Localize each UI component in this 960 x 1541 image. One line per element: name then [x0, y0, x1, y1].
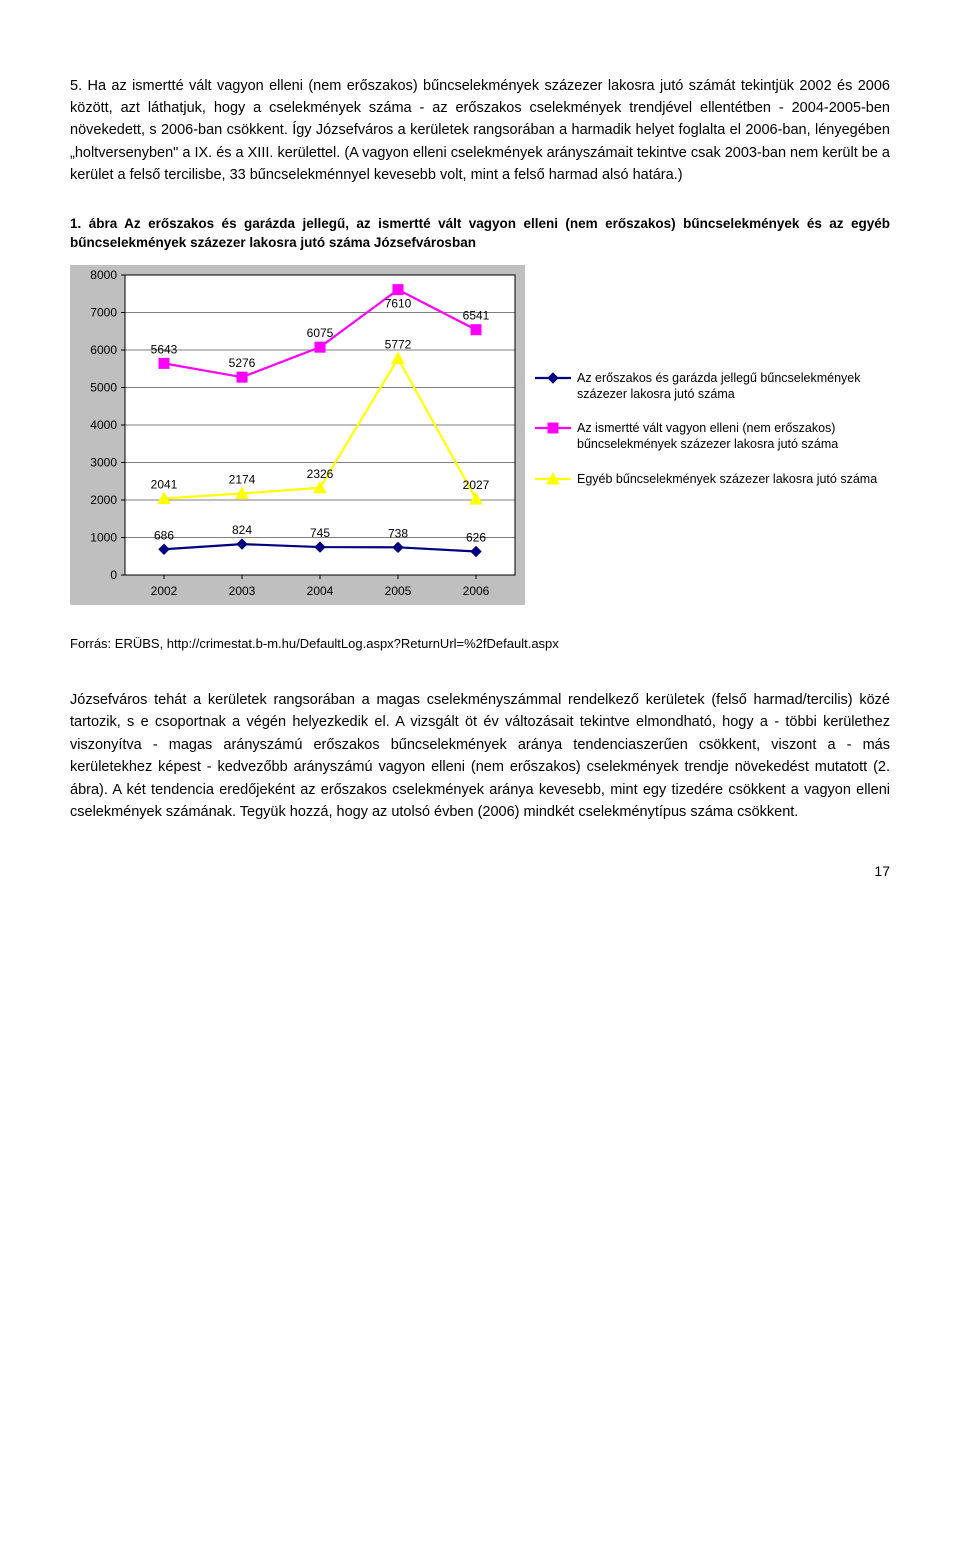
- svg-text:686: 686: [154, 528, 174, 542]
- svg-text:1000: 1000: [90, 530, 117, 544]
- svg-text:7610: 7610: [385, 296, 412, 310]
- legend-item: Egyéb bűncselekmények százezer lakosra j…: [535, 471, 890, 487]
- chart-container: 0 1000 2000 3000 4000 5000 6000 7000 8000 2002 200…: [70, 265, 525, 610]
- svg-text:626: 626: [466, 530, 486, 544]
- legend-marker: [535, 471, 571, 487]
- svg-text:745: 745: [310, 526, 330, 540]
- legend-label: Az ismertté vált vagyon elleni (nem erős…: [577, 420, 890, 453]
- source-line: Forrás: ERÜBS, http://crimestat.b-m.hu/D…: [70, 636, 890, 651]
- legend-item: Az ismertté vált vagyon elleni (nem erős…: [535, 420, 890, 453]
- svg-text:0: 0: [110, 568, 117, 582]
- svg-text:6000: 6000: [90, 343, 117, 357]
- legend-label: Az erőszakos és garázda jellegű bűncsele…: [577, 370, 890, 403]
- svg-text:5276: 5276: [229, 356, 256, 370]
- legend-label: Egyéb bűncselekmények százezer lakosra j…: [577, 471, 877, 487]
- svg-text:5772: 5772: [385, 337, 412, 351]
- figure-title: 1. ábra Az erőszakos és garázda jellegű,…: [70, 215, 890, 253]
- svg-text:2041: 2041: [151, 477, 178, 491]
- svg-text:6075: 6075: [307, 326, 334, 340]
- svg-text:8000: 8000: [90, 268, 117, 282]
- svg-text:738: 738: [388, 526, 408, 540]
- paragraph-2: Józsefváros tehát a kerületek rangsorába…: [70, 689, 890, 824]
- page-number: 17: [70, 863, 890, 879]
- svg-text:4000: 4000: [90, 418, 117, 432]
- svg-text:2174: 2174: [229, 472, 256, 486]
- svg-text:2027: 2027: [463, 478, 490, 492]
- svg-text:5643: 5643: [151, 342, 178, 356]
- svg-text:824: 824: [232, 523, 252, 537]
- legend-marker: [535, 370, 571, 386]
- svg-text:2003: 2003: [229, 584, 256, 598]
- chart-legend: Az erőszakos és garázda jellegű bűncsele…: [525, 370, 890, 505]
- svg-text:2004: 2004: [307, 584, 334, 598]
- svg-text:6541: 6541: [463, 308, 490, 322]
- svg-text:5000: 5000: [90, 380, 117, 394]
- svg-text:3000: 3000: [90, 455, 117, 469]
- svg-text:2326: 2326: [307, 466, 334, 480]
- svg-text:2006: 2006: [463, 584, 490, 598]
- line-chart: 0 1000 2000 3000 4000 5000 6000 7000 8000 2002 200…: [70, 265, 525, 605]
- chart-row: 0 1000 2000 3000 4000 5000 6000 7000 8000 2002 200…: [70, 265, 890, 610]
- svg-text:2000: 2000: [90, 493, 117, 507]
- svg-text:2005: 2005: [385, 584, 412, 598]
- svg-text:7000: 7000: [90, 305, 117, 319]
- paragraph-1: 5. Ha az ismertté vált vagyon elleni (ne…: [70, 75, 890, 187]
- legend-item: Az erőszakos és garázda jellegű bűncsele…: [535, 370, 890, 403]
- svg-text:2002: 2002: [151, 584, 178, 598]
- legend-marker: [535, 420, 571, 436]
